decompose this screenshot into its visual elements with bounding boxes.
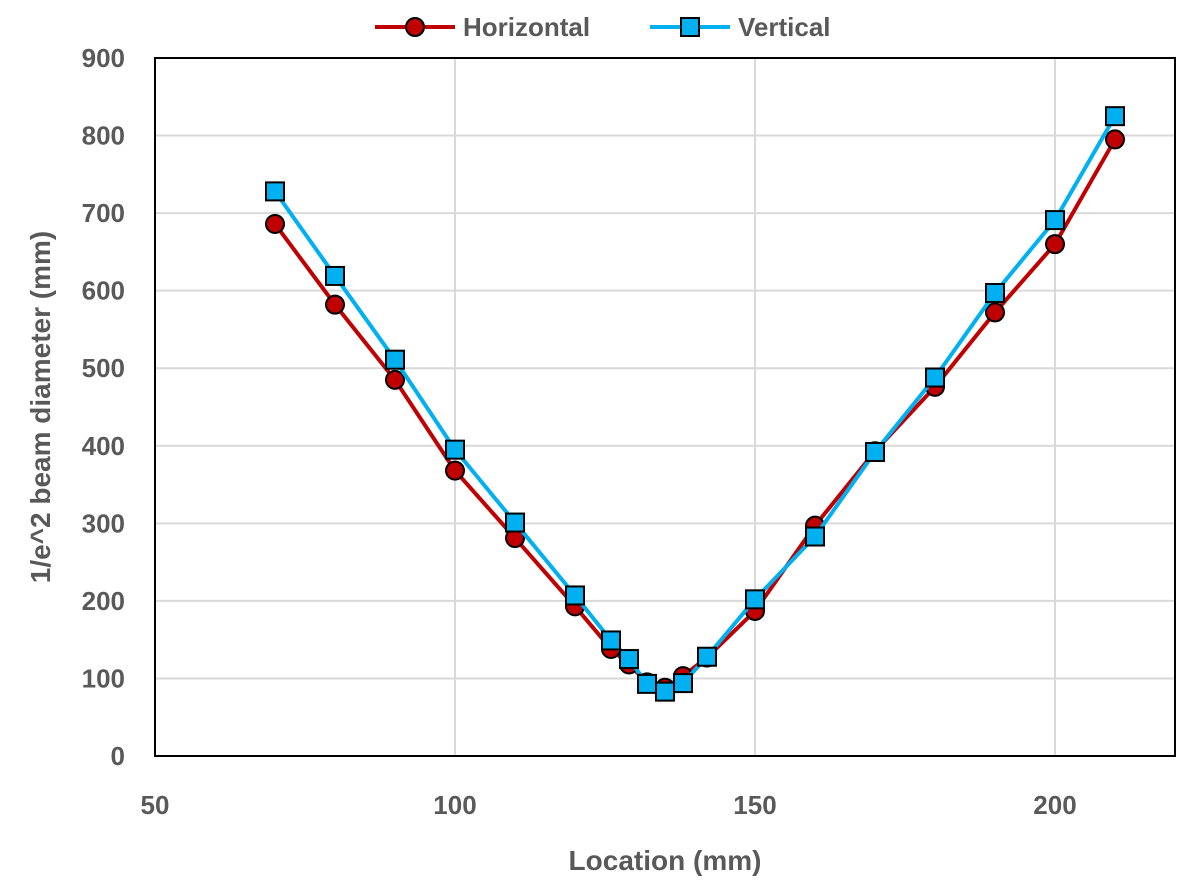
series	[265, 106, 1125, 702]
series-vertical	[265, 106, 1125, 702]
x-tick-label: 150	[733, 790, 776, 820]
y-tick-label: 600	[82, 276, 125, 306]
x-tick-label: 50	[141, 790, 170, 820]
data-point	[805, 526, 825, 547]
data-point	[985, 302, 1005, 323]
data-point	[385, 369, 405, 390]
y-tick-label: 800	[82, 121, 125, 151]
y-tick-label: 400	[82, 431, 125, 461]
data-point	[565, 585, 585, 606]
data-point	[265, 181, 285, 202]
data-point	[985, 282, 1005, 303]
y-tick-label: 300	[82, 508, 125, 538]
legend-label: Vertical	[738, 12, 831, 42]
x-axis-title: Location (mm)	[569, 845, 762, 876]
data-point	[745, 589, 765, 610]
data-point	[1105, 106, 1125, 127]
y-tick-label: 200	[82, 586, 125, 616]
grid	[155, 57, 1175, 756]
data-point	[637, 673, 657, 694]
y-tick-label: 500	[82, 353, 125, 383]
data-point	[265, 213, 285, 234]
series-line	[273, 115, 1117, 694]
x-tick-label: 200	[1033, 790, 1076, 820]
data-point	[865, 441, 885, 462]
data-point	[1045, 234, 1065, 255]
data-point	[925, 367, 945, 388]
series-line	[273, 138, 1117, 690]
data-point	[673, 673, 693, 694]
data-point	[601, 630, 621, 651]
legend-marker	[680, 17, 700, 37]
series-horizontal	[265, 129, 1125, 698]
data-point	[385, 349, 405, 370]
y-tick-label: 700	[82, 198, 125, 228]
x-tick-label: 100	[433, 790, 476, 820]
legend: Horizontal Vertical	[375, 12, 831, 42]
legend-marker	[405, 17, 425, 37]
y-tick-label: 0	[111, 741, 125, 771]
data-point	[1045, 210, 1065, 231]
data-point	[325, 294, 345, 315]
legend-label: Horizontal	[463, 12, 590, 42]
data-point	[445, 439, 465, 460]
data-point	[1105, 129, 1125, 150]
y-axis-title: 1/e^2 beam diameter (mm)	[25, 231, 56, 584]
plot-area	[154, 57, 1176, 757]
data-point	[697, 646, 717, 667]
y-tick-label: 100	[82, 663, 125, 693]
legend-item: Vertical	[650, 12, 831, 42]
y-tick-label: 900	[82, 43, 125, 73]
data-point	[505, 512, 525, 533]
legend-item: Horizontal	[375, 12, 590, 42]
tick-labels: 0 100 200 300 400 500 600 700 800 900 50 100 150 200	[82, 43, 1077, 820]
data-point	[325, 265, 345, 286]
data-point	[619, 649, 639, 670]
data-point	[445, 460, 465, 481]
data-point	[655, 681, 675, 702]
